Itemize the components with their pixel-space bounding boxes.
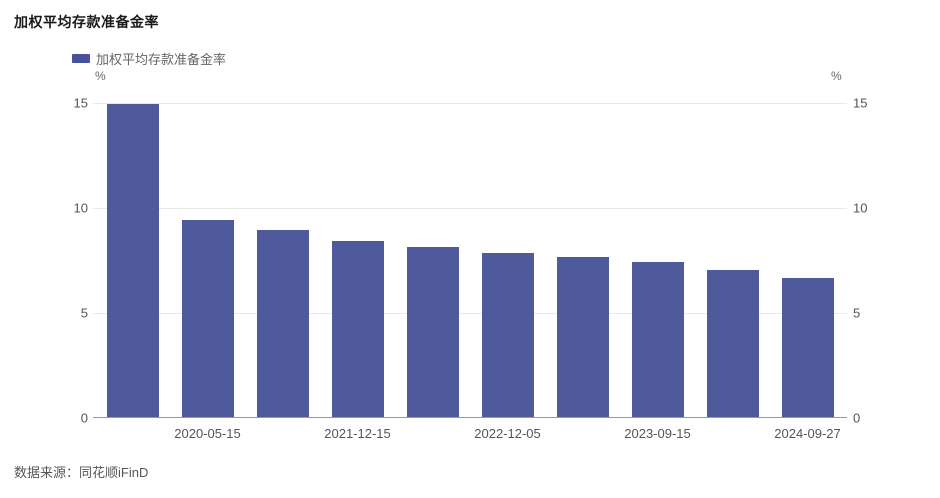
y-tick-left-0: 0: [80, 410, 88, 426]
gridline-10: [93, 208, 847, 209]
x-tick-2022-12-05: 2022-12-05: [474, 426, 541, 441]
x-tick-2021-12-15: 2021-12-15: [324, 426, 391, 441]
gridline-15: [93, 103, 847, 104]
bar-2[interactable]: [256, 230, 309, 417]
plot-area: [93, 103, 847, 418]
bar-7[interactable]: [631, 261, 684, 417]
legend-swatch-icon: [72, 54, 90, 63]
x-tick-2024-09-27: 2024-09-27: [774, 426, 841, 441]
gridline-5: [93, 313, 847, 314]
bar-3[interactable]: [331, 240, 384, 417]
legend-item[interactable]: 加权平均存款准备金率: [72, 49, 226, 68]
bar-5[interactable]: [481, 253, 534, 417]
chart-title: 加权平均存款准备金率: [14, 14, 159, 30]
bar-8[interactable]: [706, 270, 759, 417]
y-axis-unit-left: %: [95, 69, 106, 83]
y-tick-left-5: 5: [80, 305, 88, 321]
y-axis-unit-right: %: [831, 69, 842, 83]
y-tick-right-0: 0: [853, 410, 861, 426]
data-source: 数据来源：同花顺iFinD: [14, 465, 149, 480]
y-tick-right-15: 15: [853, 95, 868, 111]
x-tick-2023-09-15: 2023-09-15: [624, 426, 691, 441]
legend-label: 加权平均存款准备金率: [96, 52, 227, 67]
bar-6[interactable]: [556, 257, 609, 417]
x-axis-line: [93, 417, 847, 418]
bar-1[interactable]: [181, 219, 234, 417]
bar-0[interactable]: [106, 104, 159, 417]
y-tick-right-5: 5: [853, 305, 861, 321]
bar-9[interactable]: [781, 278, 834, 417]
y-tick-right-10: 10: [853, 200, 868, 216]
x-tick-2020-05-15: 2020-05-15: [174, 426, 241, 441]
y-tick-left-10: 10: [73, 200, 88, 216]
bar-4[interactable]: [406, 246, 459, 417]
y-tick-left-15: 15: [73, 95, 88, 111]
